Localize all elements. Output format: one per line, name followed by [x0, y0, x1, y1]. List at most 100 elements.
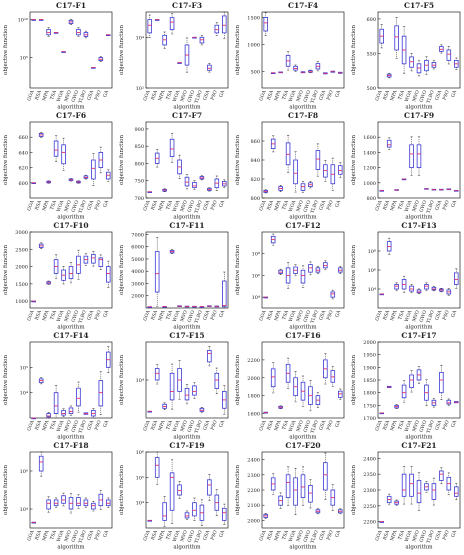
x-tick-label: MPA — [389, 309, 399, 322]
y-axis-label: objective function — [235, 245, 241, 295]
chart-title: C17-F18 — [53, 441, 88, 450]
y-tick-label: 500 — [366, 86, 376, 92]
x-tick-label: MPA — [389, 529, 399, 542]
y-tick-label: 900 — [134, 127, 144, 133]
x-tick-label: GWO — [187, 529, 197, 543]
chart-svg: C17-F16 1600 1800 2000 2200 objective functio… — [235, 331, 345, 441]
box-TSA — [285, 51, 291, 71]
box-TSA — [285, 135, 291, 173]
box-GA — [106, 497, 111, 508]
x-tick-label: GWO — [303, 309, 313, 323]
x-tick-label: MVO — [295, 529, 305, 542]
chart-panel: C17-F21 2200 2250 2300 2350 2400 objective fun… — [348, 440, 464, 551]
box-WOA — [61, 408, 66, 418]
y-axis-label: objective function — [119, 355, 125, 405]
box-TLBO — [83, 174, 89, 180]
box-GOA — [263, 296, 268, 299]
x-tick-label: MPA — [273, 419, 283, 432]
box-RSA — [270, 362, 276, 394]
y-axis-label: objective function — [119, 245, 125, 295]
box-PSO — [98, 371, 104, 416]
x-tick-label: GOA — [374, 89, 384, 102]
x-tick-label: PSO — [210, 529, 219, 541]
chart-panel: C17-F4 500 1000 1500 objective function GOA RS… — [232, 0, 348, 111]
box-iqr — [330, 164, 336, 185]
chart-panel: C17-F19 10⁴ 10⁵ 10⁶ objective function GOA RSA… — [116, 440, 232, 551]
x-tick-label: TSA — [397, 199, 406, 211]
y-tick-label: 620 — [18, 166, 28, 172]
x-tick-label: TSA — [165, 309, 174, 321]
chart-title: C17-F3 — [172, 1, 202, 10]
box-iqr — [300, 381, 306, 401]
box-iqr — [162, 502, 167, 521]
x-tick-label: TLBO — [78, 89, 88, 104]
box-WOA — [409, 136, 414, 176]
x-tick-label: MPA — [273, 309, 283, 322]
x-tick-label: GA — [334, 419, 342, 428]
box-GOA — [147, 410, 152, 413]
y-tick-label: 1850 — [363, 378, 376, 384]
box-GSA — [91, 501, 96, 512]
box-iqr — [401, 384, 407, 399]
y-tick-label: 10⁵ — [20, 56, 28, 62]
y-tick-label: 10⁴ — [20, 507, 28, 513]
box-iqr — [446, 476, 452, 491]
x-tick-label: TSA — [49, 309, 58, 321]
box-GSA — [207, 187, 212, 192]
box-iqr — [416, 480, 422, 504]
x-tick-label: GOA — [142, 529, 152, 542]
chart-svg: C17-F7 700 750 800 850 900 objective function G… — [119, 111, 229, 221]
x-tick-label: TSA — [49, 419, 58, 431]
x-tick-label: TSA — [397, 419, 406, 431]
chart-panel: C17-F8 800 820 840 860 objective function GOA R… — [232, 110, 348, 221]
x-tick-label: RSA — [266, 89, 275, 101]
x-tick-label: GSA — [318, 199, 327, 211]
chart-title: C17-F11 — [169, 221, 204, 230]
box-iqr — [323, 462, 328, 491]
chart-svg: C17-F11 2000 3000 4000 5000 6000 7000 objective… — [119, 221, 229, 331]
x-axis-label: algorithm — [289, 545, 317, 551]
box-iqr — [285, 363, 291, 383]
box-MPA — [394, 282, 399, 291]
chart-svg: C17-F10 1000 1500 2000 2500 3000 objective fun… — [3, 221, 113, 331]
box-TSA — [401, 26, 407, 74]
box-GWO — [76, 494, 81, 509]
box-iqr — [263, 17, 268, 32]
x-tick-label: RSA — [34, 529, 43, 541]
x-tick-label: GWO — [187, 199, 197, 213]
x-tick-label: GOA — [26, 309, 36, 322]
chart-title: C17-F8 — [288, 111, 318, 120]
box-GSA — [439, 467, 444, 485]
x-tick-label: MVO — [411, 89, 421, 102]
x-tick-label: GA — [450, 309, 458, 318]
chart-panel: C17-F17 1700 1750 1800 1850 1900 1950 2000 objec… — [348, 330, 464, 441]
chart-svg: C17-F4 500 1000 1500 objective function GOA RS… — [235, 1, 345, 111]
y-axis-label: objective function — [3, 245, 9, 295]
x-tick-label: PSO — [94, 309, 103, 321]
box-MPA — [46, 180, 51, 184]
x-tick-label: RSA — [150, 529, 159, 541]
box-GOA — [147, 191, 152, 193]
box-RSA — [154, 149, 160, 168]
box-TLBO — [83, 412, 89, 415]
x-tick-label: MPA — [273, 199, 283, 212]
y-tick-label: 1750 — [363, 403, 376, 409]
x-tick-label: MVO — [63, 89, 73, 102]
x-tick-label: MPA — [389, 89, 399, 102]
plot-frame — [29, 341, 113, 419]
plot-frame — [29, 11, 113, 89]
chart-svg: C17-F15 10⁴ objective function GOA RSA MPA TSA… — [119, 331, 229, 441]
box-GA — [222, 271, 227, 309]
box-iqr — [207, 479, 212, 496]
y-tick-label: 1000 — [363, 181, 376, 187]
box-iqr — [439, 470, 444, 481]
y-axis-label: objective function — [119, 135, 125, 185]
y-tick-label: 750 — [134, 179, 144, 185]
x-tick-label: WOA — [56, 309, 66, 323]
x-tick-label: RSA — [150, 419, 159, 431]
y-tick-label: 840 — [250, 158, 260, 164]
x-tick-label: MVO — [295, 89, 305, 102]
y-tick-label: 2400 — [363, 456, 376, 462]
x-tick-label: TSA — [165, 199, 174, 211]
box-iqr — [409, 473, 414, 497]
